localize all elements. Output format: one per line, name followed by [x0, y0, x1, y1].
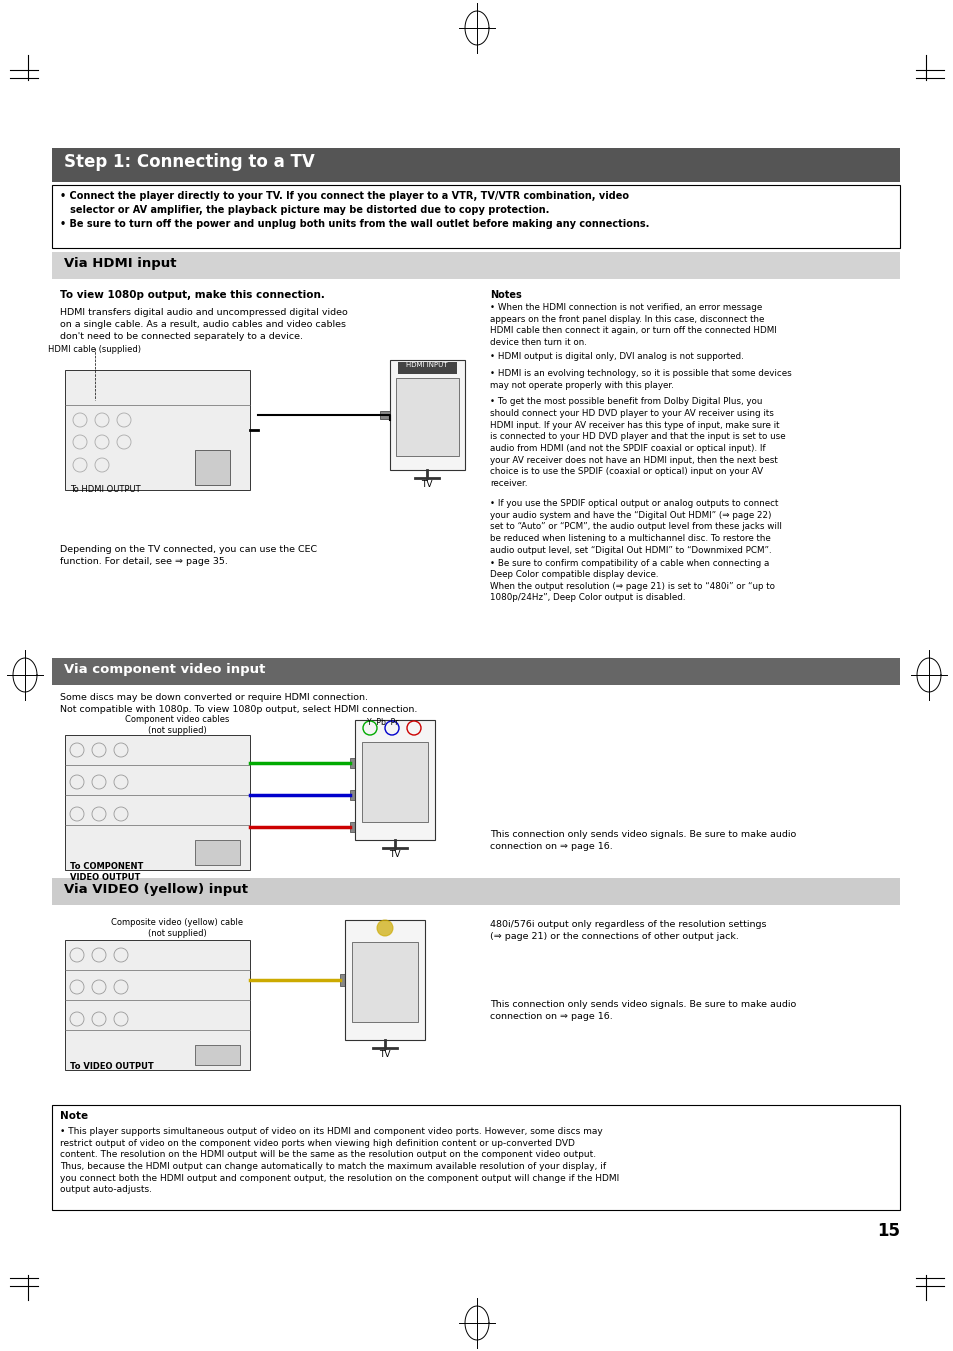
- Text: Via component video input: Via component video input: [64, 663, 265, 676]
- FancyBboxPatch shape: [355, 720, 435, 840]
- FancyBboxPatch shape: [65, 370, 250, 490]
- Text: 480i/576i output only regardless of the resolution settings
(⇒ page 21) or the c: 480i/576i output only regardless of the …: [490, 920, 765, 942]
- Text: Step 1: Connecting to a TV: Step 1: Connecting to a TV: [64, 153, 314, 172]
- FancyBboxPatch shape: [52, 1105, 899, 1210]
- Text: Notes: Notes: [490, 290, 521, 300]
- Text: Depending on the TV connected, you can use the CEC
function. For detail, see ⇒ p: Depending on the TV connected, you can u…: [60, 544, 316, 566]
- Text: Via VIDEO (yellow) input: Via VIDEO (yellow) input: [64, 884, 248, 896]
- Text: • HDMI is an evolving technology, so it is possible that some devices
may not op: • HDMI is an evolving technology, so it …: [490, 370, 791, 390]
- Text: To VIDEO OUTPUT: To VIDEO OUTPUT: [70, 1062, 153, 1071]
- Text: Component video cables
(not supplied): Component video cables (not supplied): [125, 715, 229, 735]
- Text: Composite video (yellow) cable
(not supplied): Composite video (yellow) cable (not supp…: [111, 917, 243, 938]
- Text: To COMPONENT
VIDEO OUTPUT: To COMPONENT VIDEO OUTPUT: [70, 862, 143, 882]
- Text: This connection only sends video signals. Be sure to make audio
connection on ⇒ : This connection only sends video signals…: [490, 1000, 796, 1021]
- Text: Y  Pb  Pr: Y Pb Pr: [367, 717, 398, 727]
- Text: HDMI INPUT: HDMI INPUT: [406, 362, 447, 367]
- Text: Note: Note: [60, 1111, 88, 1121]
- Text: To HDMI OUTPUT: To HDMI OUTPUT: [70, 485, 140, 494]
- FancyBboxPatch shape: [350, 821, 357, 832]
- FancyBboxPatch shape: [397, 362, 456, 374]
- Text: Via HDMI input: Via HDMI input: [64, 257, 176, 270]
- Text: • Connect the player directly to your TV. If you connect the player to a VTR, TV: • Connect the player directly to your TV…: [60, 190, 649, 230]
- Text: • When the HDMI connection is not verified, an error message
appears on the fron: • When the HDMI connection is not verifi…: [490, 303, 776, 347]
- FancyBboxPatch shape: [345, 920, 424, 1040]
- Text: • Be sure to confirm compatibility of a cable when connecting a
Deep Color compa: • Be sure to confirm compatibility of a …: [490, 558, 774, 603]
- Text: • If you use the SPDIF optical output or analog outputs to connect
your audio sy: • If you use the SPDIF optical output or…: [490, 499, 781, 555]
- FancyBboxPatch shape: [194, 450, 230, 485]
- FancyBboxPatch shape: [52, 658, 899, 685]
- Text: This connection only sends video signals. Be sure to make audio
connection on ⇒ : This connection only sends video signals…: [490, 830, 796, 851]
- FancyBboxPatch shape: [395, 378, 458, 457]
- Text: • To get the most possible benefit from Dolby Digital Plus, you
should connect y: • To get the most possible benefit from …: [490, 397, 785, 488]
- Text: Some discs may be down converted or require HDMI connection.
Not compatible with: Some discs may be down converted or requ…: [60, 693, 417, 715]
- Text: HDMI cable (supplied): HDMI cable (supplied): [49, 345, 141, 354]
- FancyBboxPatch shape: [379, 411, 390, 419]
- FancyBboxPatch shape: [350, 790, 357, 800]
- Text: HDMI transfers digital audio and uncompressed digital video
on a single cable. A: HDMI transfers digital audio and uncompr…: [60, 308, 348, 342]
- Text: TV: TV: [389, 850, 400, 859]
- FancyBboxPatch shape: [361, 742, 428, 821]
- FancyBboxPatch shape: [52, 185, 899, 249]
- FancyBboxPatch shape: [339, 974, 350, 986]
- Text: TV: TV: [379, 1050, 391, 1059]
- Text: • This player supports simultaneous output of video on its HDMI and component vi: • This player supports simultaneous outp…: [60, 1127, 618, 1194]
- FancyBboxPatch shape: [194, 840, 240, 865]
- FancyBboxPatch shape: [52, 878, 899, 905]
- FancyBboxPatch shape: [65, 940, 250, 1070]
- FancyBboxPatch shape: [352, 942, 417, 1021]
- FancyBboxPatch shape: [350, 758, 357, 767]
- FancyBboxPatch shape: [52, 149, 899, 182]
- FancyBboxPatch shape: [65, 735, 250, 870]
- FancyBboxPatch shape: [194, 1046, 240, 1065]
- Circle shape: [376, 920, 393, 936]
- Text: TV: TV: [421, 480, 433, 489]
- Text: To view 1080p output, make this connection.: To view 1080p output, make this connecti…: [60, 290, 325, 300]
- FancyBboxPatch shape: [52, 253, 899, 280]
- FancyBboxPatch shape: [390, 359, 464, 470]
- Text: • HDMI output is digital only, DVI analog is not supported.: • HDMI output is digital only, DVI analo…: [490, 353, 743, 361]
- Text: 15: 15: [876, 1223, 899, 1240]
